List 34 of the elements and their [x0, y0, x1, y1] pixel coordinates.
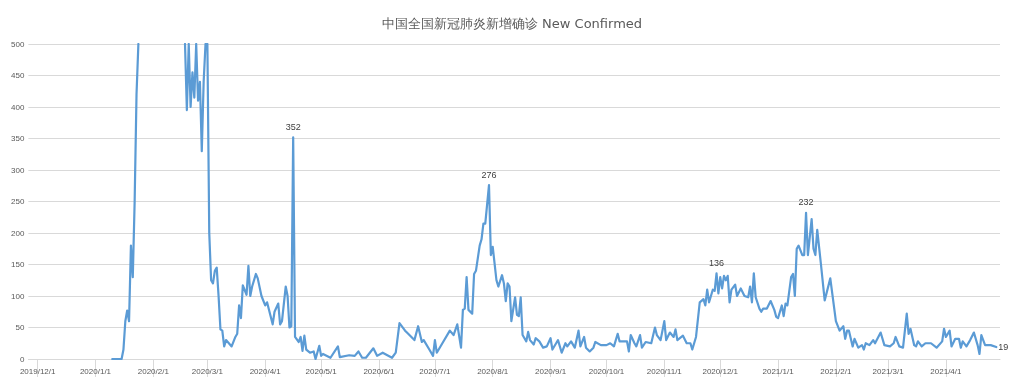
x-tick-label: 2020/8/1: [477, 366, 509, 376]
annotation: 136: [709, 257, 725, 268]
x-tick-label: 2020/5/1: [305, 366, 338, 376]
y-tick-label: 250: [10, 197, 25, 206]
x-tick-label: 2021/2/1: [820, 366, 852, 376]
y-tick-label: 150: [10, 260, 25, 269]
x-tick-label: 2020/9/1: [534, 366, 567, 376]
annotation: 19: [998, 342, 1009, 353]
x-tick-label: 2020/6/1: [363, 366, 396, 376]
y-tick-label: 300: [10, 165, 25, 175]
y-tick-label: 100: [10, 291, 25, 301]
x-tick-label: 2020/4/1: [249, 366, 282, 376]
chart-title: 中国全国新冠肺炎新增确诊 New Confirmed: [381, 16, 643, 31]
annotation: 352: [285, 121, 301, 132]
x-tick-label: 2021/3/1: [872, 366, 905, 376]
x-tick-label: 2020/12/1: [702, 366, 739, 376]
y-tick-label: 500: [10, 39, 25, 49]
annotation: 232: [798, 197, 814, 208]
y-tick-label: 200: [10, 228, 25, 238]
x-tick-label: 2020/3/1: [191, 366, 224, 376]
x-tick-label: 2019/12/1: [19, 366, 57, 376]
y-tick-label: 400: [10, 102, 25, 112]
y-tick-label: 50: [15, 323, 25, 332]
x-tick-label: 2021/4/1: [930, 366, 963, 376]
y-tick-label: 450: [10, 71, 25, 80]
x-tick-label: 2020/2/1: [137, 366, 170, 376]
y-tick-label: 350: [10, 134, 25, 143]
x-tick-label: 2020/1/1: [79, 366, 112, 376]
annotation: 276: [481, 169, 497, 180]
y-tick-label: 0: [19, 354, 25, 364]
x-tick-label: 2020/7/1: [419, 366, 452, 376]
x-tick-label: 2020/11/1: [646, 366, 683, 376]
x-tick-label: 2020/10/1: [588, 366, 625, 376]
x-tick-label: 2021/1/1: [762, 366, 795, 376]
